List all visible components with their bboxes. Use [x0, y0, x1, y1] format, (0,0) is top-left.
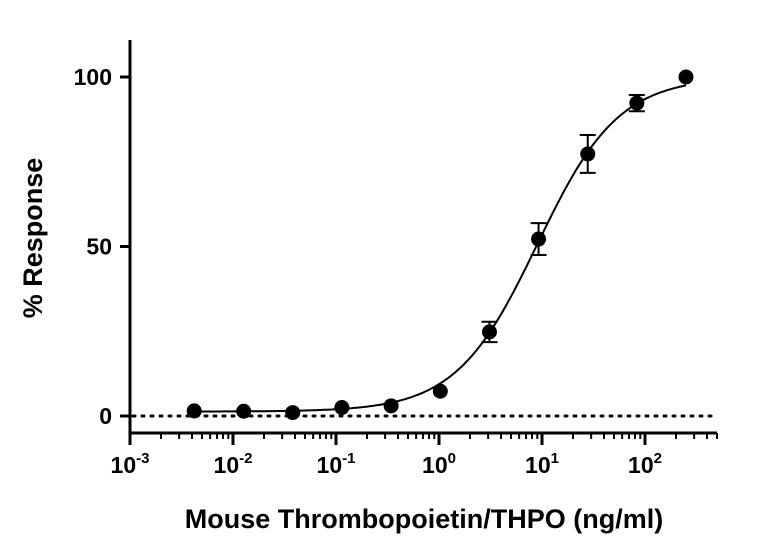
data-point	[236, 403, 252, 419]
x-tick-label: 102	[628, 450, 662, 478]
data-point	[334, 400, 350, 416]
x-tick-label: 10-1	[317, 450, 356, 478]
data-point	[580, 146, 596, 162]
x-tick-label: 10-3	[111, 450, 150, 478]
data-point	[481, 324, 497, 340]
data-point	[432, 383, 448, 399]
y-tick-label: 100	[74, 64, 112, 90]
data-point	[285, 405, 301, 421]
y-tick-label: 0	[99, 403, 112, 429]
data-point	[383, 398, 399, 414]
x-tick-label: 10-2	[214, 450, 253, 478]
data-point	[629, 95, 645, 111]
data-point	[678, 69, 694, 85]
y-axis-label: % Response	[18, 158, 48, 319]
x-tick-label: 101	[525, 450, 559, 478]
data-point	[186, 403, 202, 419]
fit-curve	[194, 84, 687, 413]
y-tick-label: 50	[86, 234, 112, 260]
x-axis-label: Mouse Thrombopoietin/THPO (ng/ml)	[185, 504, 663, 534]
data-point	[531, 231, 547, 247]
x-tick-label: 100	[422, 450, 456, 478]
